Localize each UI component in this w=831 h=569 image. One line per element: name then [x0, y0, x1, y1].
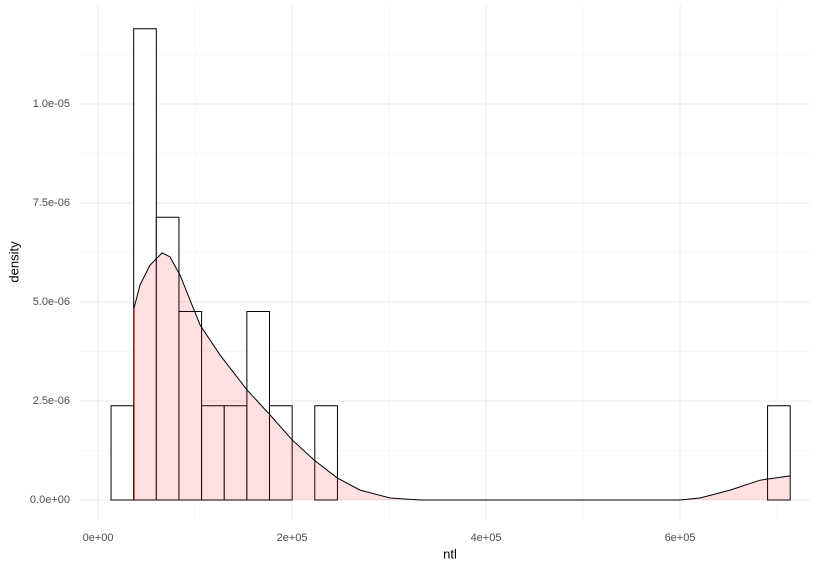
y-tick-label: 0.0e+00 — [30, 494, 70, 506]
y-tick-label: 2.5e-06 — [33, 395, 70, 407]
y-tick-label: 7.5e-06 — [33, 197, 70, 209]
x-tick-label: 6e+05 — [665, 532, 696, 544]
density-line — [133, 252, 791, 501]
bar — [269, 405, 293, 501]
bar — [110, 405, 135, 501]
y-tick-label: 1.0e-05 — [33, 98, 70, 110]
density-area — [134, 252, 791, 501]
y-tick-label: 5.0e-06 — [33, 296, 70, 308]
x-axis-title: ntl — [443, 546, 457, 561]
x-tick-label: 2e+05 — [277, 532, 308, 544]
y-axis-title: density — [6, 241, 21, 283]
x-tick-label: 4e+05 — [471, 532, 502, 544]
x-tick-label: 0e+00 — [83, 532, 114, 544]
bar — [314, 405, 338, 501]
